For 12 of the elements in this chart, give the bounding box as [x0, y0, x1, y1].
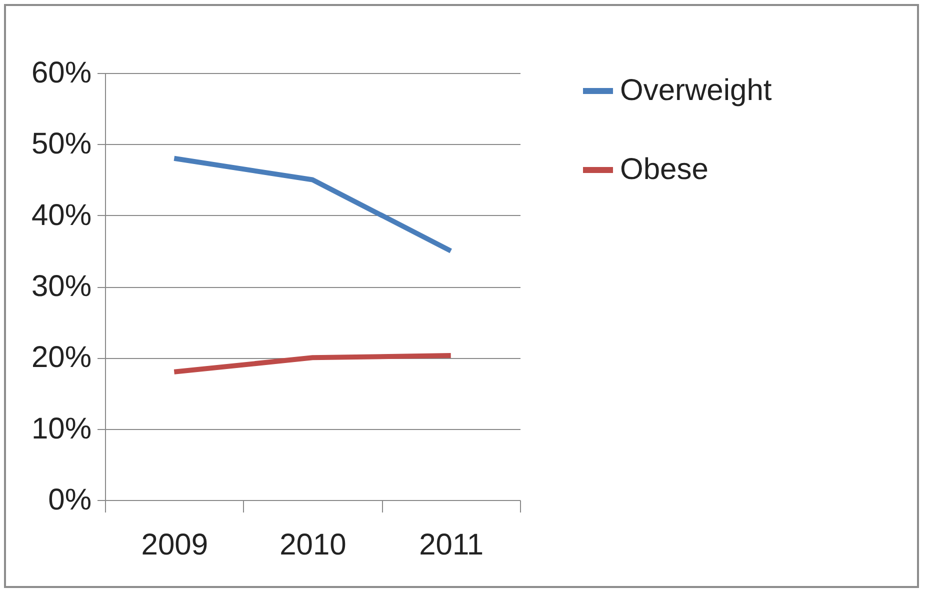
x-tick-label: 2010 — [280, 528, 346, 562]
y-tick-label: 40% — [31, 198, 92, 232]
y-tick-label: 30% — [31, 270, 92, 303]
y-tick-label: 10% — [31, 412, 92, 446]
x-tick-label: 2009 — [141, 528, 208, 562]
legend-label: Obese — [620, 153, 708, 186]
y-tick-label: 20% — [31, 341, 92, 374]
y-tick-label: 50% — [31, 128, 92, 161]
x-tick-label: 2011 — [419, 528, 484, 562]
legend-label: Overweight — [620, 74, 772, 107]
y-tick-label: 60% — [31, 56, 92, 90]
y-tick-label: 0% — [48, 484, 92, 516]
